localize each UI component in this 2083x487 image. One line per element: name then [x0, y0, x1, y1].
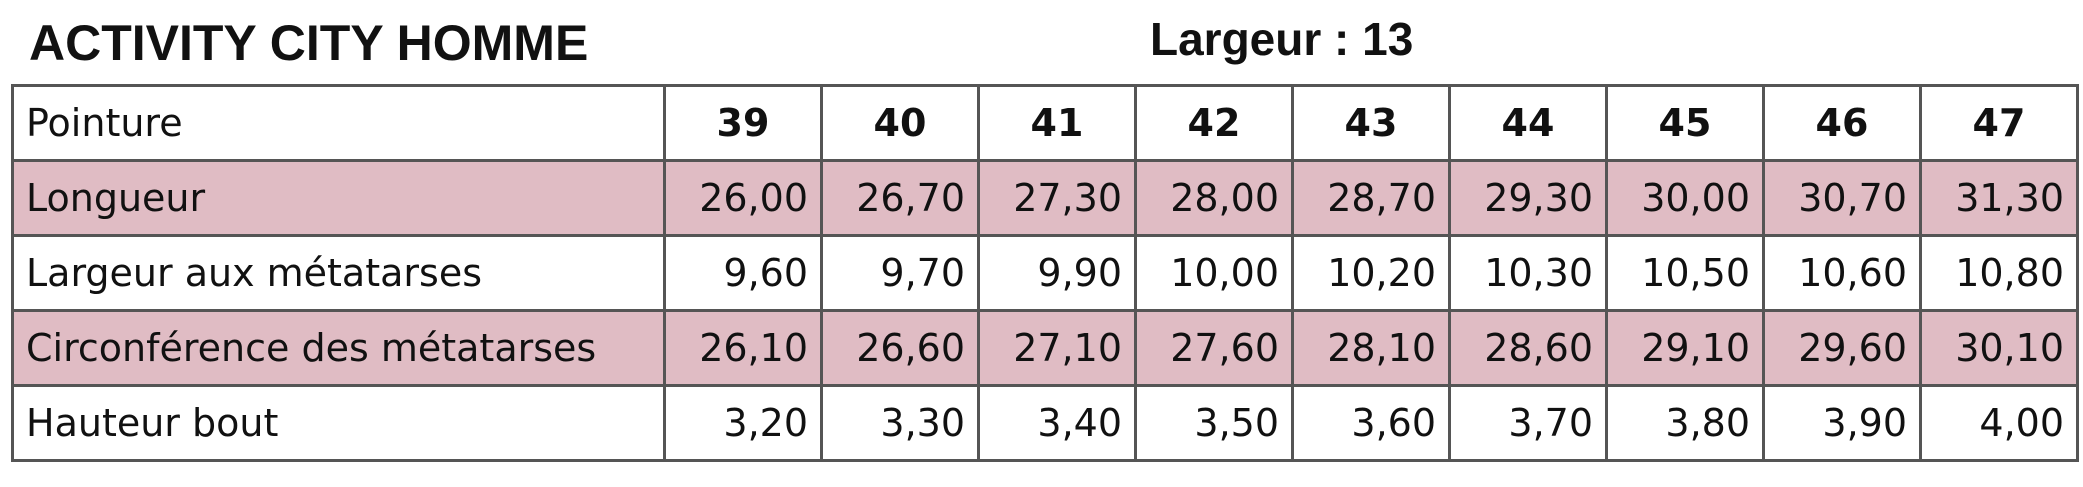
cell: 10,80	[1919, 234, 2079, 312]
cell: 28,60	[1448, 309, 1608, 387]
cell: 30,10	[1919, 309, 2079, 387]
cell: 3,30	[820, 384, 980, 462]
header-cell: 39	[663, 84, 823, 162]
header-cell: 44	[1448, 84, 1608, 162]
table-row: Longueur 26,00 26,70 27,30 28,00 28,70 29,30 30…	[11, 159, 2079, 237]
row-label: Hauteur bout	[11, 384, 666, 462]
cell: 10,60	[1762, 234, 1922, 312]
cell: 10,00	[1134, 234, 1294, 312]
title: ACTIVITY CITY HOMME	[29, 15, 589, 71]
header-cell: 40	[820, 84, 980, 162]
cell: 30,70	[1762, 159, 1922, 237]
header-cell: 41	[977, 84, 1137, 162]
subtitle: Largeur : 13	[1150, 13, 1414, 65]
cell: 3,20	[663, 384, 823, 462]
row-label: Largeur aux métatarses	[11, 234, 666, 312]
cell: 30,00	[1605, 159, 1765, 237]
header-cell: 46	[1762, 84, 1922, 162]
cell: 3,80	[1605, 384, 1765, 462]
cell: 9,60	[663, 234, 823, 312]
cell: 10,50	[1605, 234, 1765, 312]
size-table: Pointure 39 40 41 42 43 44 45 46 47 Longueur 26,00…	[11, 84, 2079, 462]
cell: 29,10	[1605, 309, 1765, 387]
cell: 3,50	[1134, 384, 1294, 462]
cell: 26,60	[820, 309, 980, 387]
header-cell: 42	[1134, 84, 1294, 162]
cell: 9,70	[820, 234, 980, 312]
table-row: Largeur aux métatarses 9,60 9,70 9,90 10,00 1…	[11, 234, 2079, 312]
cell: 27,10	[977, 309, 1137, 387]
cell: 29,60	[1762, 309, 1922, 387]
header-cell: Pointure	[11, 84, 666, 162]
cell: 3,70	[1448, 384, 1608, 462]
row-label: Circonférence des métatarses	[11, 309, 666, 387]
cell: 10,20	[1291, 234, 1451, 312]
header-cell: 45	[1605, 84, 1765, 162]
cell: 4,00	[1919, 384, 2079, 462]
cell: 10,30	[1448, 234, 1608, 312]
cell: 3,60	[1291, 384, 1451, 462]
cell: 28,00	[1134, 159, 1294, 237]
header-row: Pointure 39 40 41 42 43 44 45 46 47	[11, 84, 2079, 162]
cell: 26,10	[663, 309, 823, 387]
cell: 28,10	[1291, 309, 1451, 387]
cell: 9,90	[977, 234, 1137, 312]
cell: 27,60	[1134, 309, 1294, 387]
cell: 26,70	[820, 159, 980, 237]
cell: 28,70	[1291, 159, 1451, 237]
cell: 29,30	[1448, 159, 1608, 237]
cell: 27,30	[977, 159, 1137, 237]
cell: 26,00	[663, 159, 823, 237]
cell: 3,40	[977, 384, 1137, 462]
table-row: Circonférence des métatarses 26,10 26,60 27…	[11, 309, 2079, 387]
cell: 31,30	[1919, 159, 2079, 237]
row-label: Longueur	[11, 159, 666, 237]
header-cell: 43	[1291, 84, 1451, 162]
cell: 3,90	[1762, 384, 1922, 462]
table-row: Hauteur bout 3,20 3,30 3,40 3,50 3,60 3,70 3,80…	[11, 384, 2079, 462]
header-cell: 47	[1919, 84, 2079, 162]
